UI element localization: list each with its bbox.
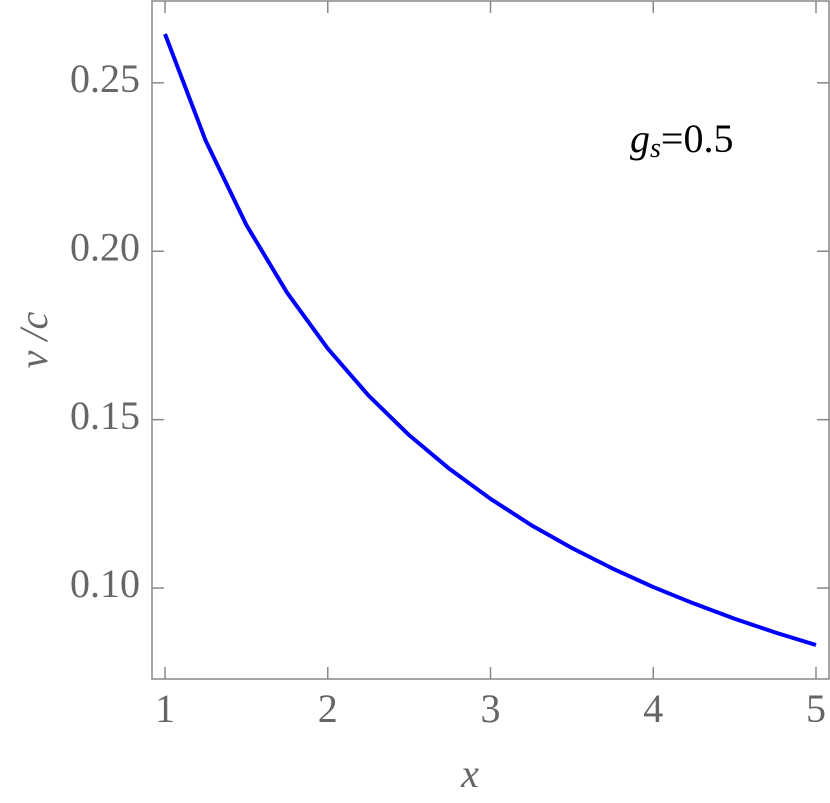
annotation-text: =0.5 <box>661 116 734 161</box>
annotation-subscript: s <box>650 133 661 164</box>
annotation-symbol: g <box>630 116 650 161</box>
plot-frame <box>151 0 830 680</box>
x-tick-label: 3 <box>481 686 501 731</box>
x-tick-label: 5 <box>806 686 826 731</box>
x-axis-label: x <box>460 751 479 796</box>
x-tick-label: 4 <box>643 686 663 731</box>
y-tick-label: 0.25 <box>70 56 140 101</box>
y-tick-label: 0.15 <box>70 393 140 438</box>
x-tick-label: 2 <box>318 686 338 731</box>
x-tick-label: 1 <box>155 686 175 731</box>
y-tick-label: 0.10 <box>70 561 140 606</box>
data-line <box>163 33 817 647</box>
y-axis-label: v /c <box>11 311 56 368</box>
annotation: gs=0.5 <box>630 116 733 164</box>
y-tick-label: 0.20 <box>70 224 140 269</box>
